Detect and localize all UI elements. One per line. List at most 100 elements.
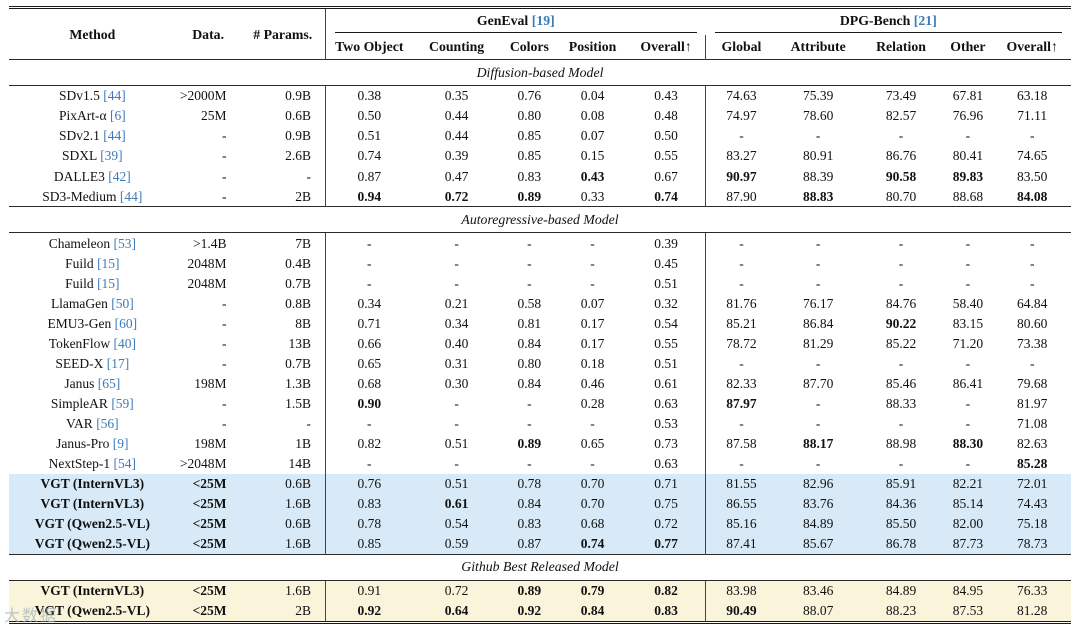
data-cell: -: [222, 295, 227, 311]
params-cell: 2B: [295, 603, 311, 619]
method-cell: Chameleon [53]: [9, 233, 176, 254]
value-cell: 83.15: [952, 315, 984, 331]
value-cell: 0.70: [580, 495, 605, 511]
citation-link[interactable]: [44]: [99, 128, 126, 144]
col-header-data: Data.: [192, 27, 225, 42]
value-cell: 83.98: [705, 580, 777, 601]
value-cell: -: [590, 415, 595, 431]
value-cell: 79.68: [1017, 375, 1048, 391]
value-cell: 0.82: [324, 433, 413, 454]
table-body: Diffusion-based Model SDv1.5 [44] >2000M 0.…: [9, 59, 1071, 623]
method-name: Janus: [64, 375, 95, 391]
dpg-citation-link[interactable]: [21]: [913, 13, 937, 28]
params-cell: 14B: [288, 455, 311, 471]
citation-link[interactable]: [15]: [93, 255, 120, 271]
params-cell: 1.6B: [285, 495, 311, 511]
value-cell: 87.53: [952, 603, 984, 619]
value-cell: -: [454, 255, 459, 271]
value-cell: 90.22: [885, 315, 917, 331]
value-cell: 0.43: [654, 88, 678, 104]
citation-link[interactable]: [17]: [103, 355, 130, 371]
value-cell: 0.44: [444, 128, 469, 144]
value-cell: -: [965, 275, 971, 291]
citation-link[interactable]: [15]: [93, 275, 120, 291]
citation-link[interactable]: [44]: [116, 188, 143, 204]
data-cell: >1.4B: [193, 235, 227, 251]
value-cell: 88.98: [885, 435, 917, 451]
value-cell: 85.28: [1017, 455, 1048, 471]
params-cell: 0.7B: [285, 355, 311, 371]
citation-link[interactable]: [56]: [92, 415, 119, 431]
value-cell: 90.58: [885, 168, 917, 184]
method-name: VAR: [66, 415, 93, 431]
value-cell: 76.33: [1017, 583, 1048, 599]
value-cell: -: [324, 253, 413, 274]
citation-link[interactable]: [59]: [107, 395, 134, 411]
value-cell: 0.53: [654, 415, 678, 431]
value-cell: 81.76: [705, 293, 777, 314]
value-cell: -: [454, 395, 459, 411]
value-cell: -: [965, 128, 971, 144]
value-cell: -: [324, 453, 413, 474]
method-cell: Fuild [15]: [9, 273, 176, 293]
value-cell: 0.18: [580, 355, 605, 371]
value-cell: 0.08: [580, 108, 605, 124]
geneval-label: GenEval: [476, 13, 529, 28]
citation-link[interactable]: [50]: [107, 295, 134, 311]
value-cell: -: [527, 255, 532, 271]
citation-link[interactable]: [54]: [110, 455, 137, 471]
data-cell: >2000M: [179, 88, 227, 104]
citation-link[interactable]: [9]: [109, 435, 129, 451]
value-cell: -: [898, 235, 904, 251]
data-cell: -: [222, 355, 227, 371]
method-name: Janus-Pro: [56, 435, 110, 451]
value-cell: 86.78: [885, 536, 917, 552]
value-cell: 0.89: [517, 435, 542, 451]
value-cell: 88.68: [952, 188, 984, 204]
value-cell: 0.07: [580, 128, 605, 144]
citation-link[interactable]: [39]: [96, 148, 123, 164]
data-cell: >2048M: [179, 455, 227, 471]
value-cell: -: [1029, 128, 1035, 144]
value-cell: 90.49: [705, 600, 777, 623]
value-cell: 0.17: [580, 315, 605, 331]
value-cell: 0.51: [654, 275, 678, 291]
value-cell: 0.94: [324, 186, 413, 207]
value-cell: 0.47: [444, 168, 469, 184]
method-cell: VGT (InternVL3): [9, 580, 176, 601]
citation-link[interactable]: [42]: [104, 168, 131, 184]
method-name: SDv2.1: [58, 128, 100, 144]
method-cell: Janus-Pro [9]: [9, 434, 176, 454]
citation-link[interactable]: [60]: [111, 315, 138, 331]
geneval-citation-link[interactable]: [19]: [531, 13, 555, 28]
method-name: VGT (Qwen2.5-VL): [34, 516, 150, 531]
citation-link[interactable]: [40]: [110, 335, 136, 351]
value-cell: 0.74: [324, 146, 413, 167]
value-cell: 86.76: [885, 148, 917, 164]
table-row: VGT (Qwen2.5-VL) <25M 0.6B 0.78 0.54 0.83 0.68…: [9, 513, 1071, 534]
citation-link[interactable]: [65]: [94, 375, 121, 391]
section-row: Github Best Released Model: [9, 553, 1071, 581]
table-row: SDv2.1 [44] - 0.9B 0.51 0.44 0.85 0.07 0.50 - - - -…: [9, 126, 1071, 147]
citation-link[interactable]: [44]: [99, 88, 126, 104]
table-row: SEED-X [17] - 0.7B 0.65 0.31 0.80 0.18 0.51 - - - -…: [9, 353, 1071, 374]
value-cell: 0.71: [654, 475, 678, 491]
data-cell: -: [222, 128, 227, 144]
value-cell: -: [898, 455, 904, 471]
value-cell: 0.51: [444, 435, 469, 451]
value-cell: 0.17: [580, 335, 605, 351]
params-cell: 1.6B: [285, 583, 311, 599]
value-cell: 0.68: [580, 516, 605, 531]
value-cell: -: [590, 275, 595, 291]
dpg-label: DPG-Bench: [839, 13, 911, 28]
method-name: PixArt-α: [59, 108, 107, 124]
citation-link[interactable]: [53]: [110, 235, 137, 251]
value-cell: -: [324, 413, 413, 434]
value-cell: 0.72: [654, 516, 678, 531]
value-cell: 89.83: [952, 168, 984, 184]
value-cell: 82.63: [1017, 435, 1048, 451]
citation-link[interactable]: [6]: [106, 108, 126, 124]
value-cell: 0.71: [324, 313, 413, 334]
value-cell: 0.75: [654, 495, 678, 511]
value-cell: 88.23: [885, 603, 917, 619]
